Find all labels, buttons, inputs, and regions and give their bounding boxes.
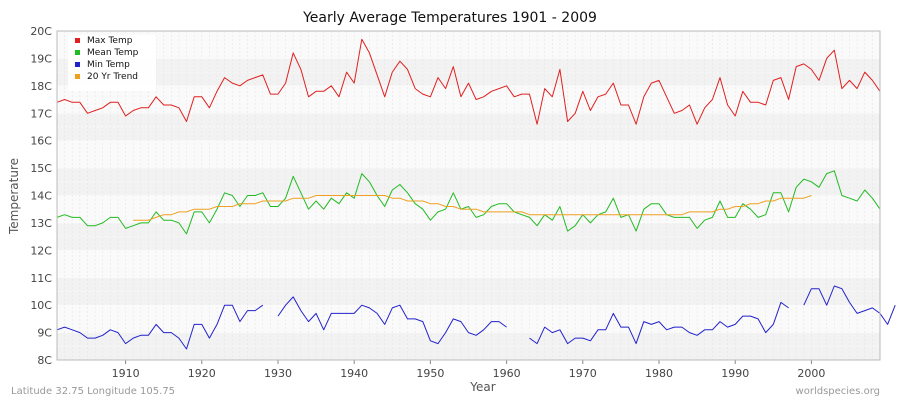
legend-swatch [75,62,80,67]
y-tick-label: 19C [30,52,52,65]
legend-swatch [75,38,80,43]
x-tick-label: 2000 [797,367,825,380]
y-axis-label: Temperature [7,158,21,235]
y-tick-label: 20C [30,25,52,38]
x-tick-label: 1990 [721,367,749,380]
x-tick-label: 1940 [340,367,368,380]
footer-location: Latitude 32.75 Longitude 105.75 [11,386,175,397]
x-axis-label: Year [469,380,495,394]
plot-border [56,30,881,361]
series-lines [56,38,896,350]
x-tick-label: 1970 [569,367,597,380]
y-tick-label: 9C [37,327,52,340]
y-tick-label: 10C [30,299,52,312]
series-line-mean-temp [56,170,881,235]
y-tick-label: 12C [30,244,52,257]
footer-source: worldspecies.org [796,386,880,397]
y-tick-label: 18C [30,80,52,93]
x-tick-label: 1960 [493,367,521,380]
y-tick-label: 8C [37,354,52,367]
series-line-20-yr-trend [133,195,812,221]
x-axis-ticks: 1910 1920 1930 1940 1950 1960 1970 1980 1990 2000 [112,360,825,380]
x-tick-label: 1920 [188,367,216,380]
legend-swatch [75,50,80,55]
y-tick-label: 16C [30,135,52,148]
y-tick-label: 14C [30,190,52,203]
y-tick-label: 13C [30,217,52,230]
legend: Max Temp Mean Temp Min Temp 20 Yr Trend [68,35,156,91]
x-tick-label: 1950 [416,367,444,380]
x-tick-label: 1910 [112,367,140,380]
legend-swatch [75,74,80,79]
y-tick-label: 11C [30,272,52,285]
legend-label: Mean Temp [87,48,139,58]
chart-title: Yearly Average Temperatures 1901 - 2009 [302,10,597,26]
legend-label: 20 Yr Trend [87,72,138,82]
legend-box [68,35,156,91]
x-tick-label: 1980 [645,367,673,380]
legend-label: Max Temp [87,36,133,46]
y-axis-ticks: 8C 9C 10C 11C 12C 13C 14C 15C 16C 17C 18C 19C 20C [30,25,52,367]
series-line-min-temp [56,285,896,350]
series-line-max-temp [56,38,881,125]
y-tick-label: 17C [30,107,52,120]
y-tick-label: 15C [30,162,52,175]
x-tick-label: 1930 [264,367,292,380]
legend-label: Min Temp [87,60,130,70]
